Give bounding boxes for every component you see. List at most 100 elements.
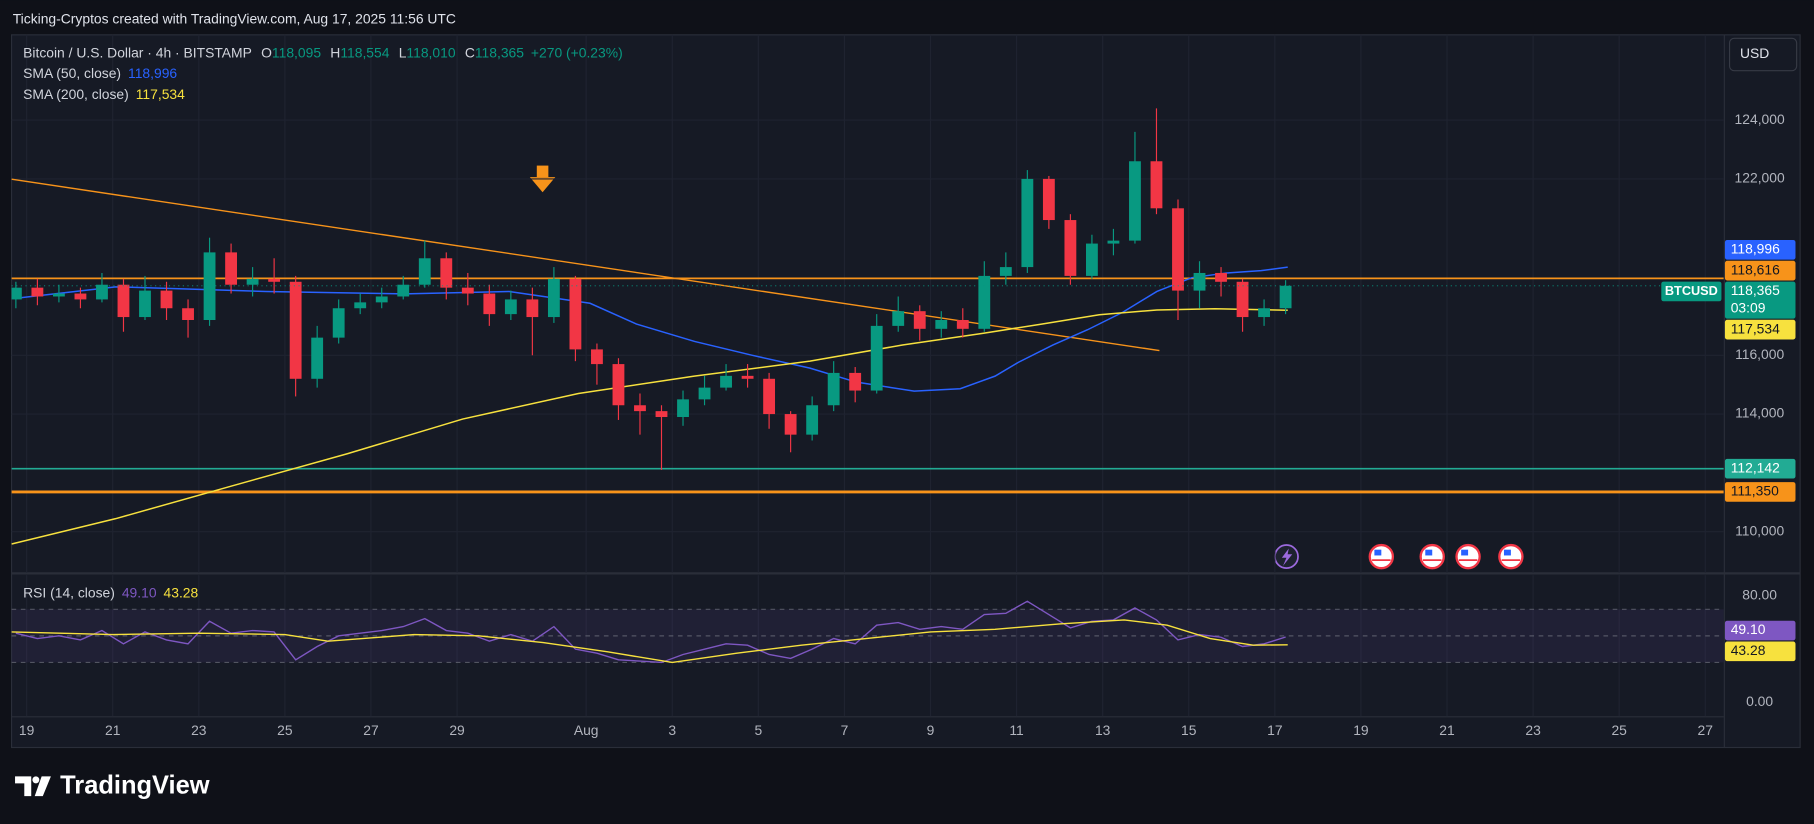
x-tick-label: 25 <box>1611 722 1627 738</box>
price-tag-label: 117,534 <box>1731 320 1780 336</box>
price-tag-label: 112,142 <box>1731 459 1780 475</box>
candle-body <box>289 281 302 379</box>
candle-body <box>547 278 560 318</box>
footer-logo-icon <box>15 776 51 797</box>
x-tick-label: 23 <box>1525 722 1541 738</box>
x-tick-label: 11 <box>1009 722 1024 738</box>
price-tag <box>1724 239 1796 260</box>
candle-body <box>440 258 453 288</box>
candle-body <box>1107 240 1120 244</box>
symbol-title: Bitcoin / U.S. Dollar · 4h · BITSTAMP <box>23 44 252 60</box>
x-tick-label: 23 <box>191 722 207 738</box>
candle-body <box>1064 220 1077 276</box>
attribution: Ticking-Cryptos created with TradingView… <box>13 10 456 26</box>
candle-body <box>1042 178 1055 221</box>
candle-body <box>591 349 603 365</box>
indicator-value: 118,996 <box>128 65 177 81</box>
x-tick-label: 25 <box>277 722 293 738</box>
candle-body <box>1193 272 1206 291</box>
candle-body <box>612 364 625 406</box>
candle-body <box>354 302 367 309</box>
indicator-value: 117,534 <box>136 86 185 102</box>
candle-body <box>827 372 840 406</box>
candle-body <box>139 290 151 318</box>
ohlc-key: O <box>261 44 272 60</box>
ohlc-key: L <box>399 44 407 60</box>
footer-logo: TradingView <box>60 772 210 800</box>
indicator-name: RSI (14, close) <box>23 584 115 600</box>
x-tick-label: 19 <box>19 722 35 738</box>
price-plot <box>11 108 1724 545</box>
x-tick-label: 27 <box>363 722 379 738</box>
y-tick-label: 114,000 <box>1735 405 1784 421</box>
candle-body <box>397 284 410 297</box>
x-tick-label: 5 <box>754 722 762 738</box>
x-tick-label: 3 <box>668 722 676 738</box>
currency-label[interactable]: USD <box>1740 45 1769 61</box>
candle-body <box>1258 308 1270 318</box>
price-tag-label: 49.10 <box>1731 621 1766 637</box>
candle-body <box>418 258 431 285</box>
candle-body <box>268 278 281 282</box>
candle-body <box>741 375 754 379</box>
price-tag <box>1724 281 1796 319</box>
x-tick-label: 17 <box>1267 722 1283 738</box>
x-tick-label: 21 <box>105 722 121 738</box>
rsi-plot <box>11 600 1724 664</box>
candle-body <box>461 287 474 294</box>
price-tag <box>1724 620 1796 641</box>
y-tick-label: 110,000 <box>1735 522 1784 538</box>
y-tick-label: 124,000 <box>1735 111 1785 127</box>
candle-body <box>504 299 517 315</box>
y-tick-label: 80.00 <box>1742 587 1777 603</box>
candle-body <box>1085 243 1098 276</box>
x-tick-label: 13 <box>1095 722 1111 738</box>
candle-body <box>849 372 862 391</box>
ohlc-key: C <box>465 44 475 60</box>
candle-body <box>1150 161 1163 209</box>
price-tag-label: 43.28 <box>1731 642 1766 658</box>
candle-body <box>483 293 496 315</box>
x-tick-label: 15 <box>1181 722 1197 738</box>
x-tick-label: 21 <box>1439 722 1455 738</box>
candle-body <box>634 405 646 412</box>
ohlc-value: 118,365 <box>475 44 524 60</box>
candle-body <box>1215 272 1227 282</box>
indicator-name: SMA (200, close) <box>23 86 129 102</box>
currency-button[interactable] <box>1728 37 1798 72</box>
price-tag <box>1724 641 1796 662</box>
ohlc-value: 118,010 <box>406 44 455 60</box>
x-tick-label: 29 <box>449 722 465 738</box>
candle-body <box>569 278 582 350</box>
candle-body <box>74 293 87 300</box>
candle-body <box>913 311 926 329</box>
x-tick-label: 7 <box>841 722 849 738</box>
price-tag-label: 111,350 <box>1731 483 1779 499</box>
x-tick-label: 27 <box>1698 722 1714 738</box>
price-tag-label: 118,365 <box>1731 282 1780 298</box>
event-icons <box>1274 543 1524 570</box>
candle-body <box>182 308 194 320</box>
rsi-line <box>15 600 1286 664</box>
candle-body <box>52 293 65 297</box>
candle-body <box>160 290 173 309</box>
sma-line <box>13 266 1288 392</box>
candle-body <box>655 411 668 418</box>
y-tick-label: 116,000 <box>1735 346 1784 362</box>
candle-body <box>935 319 948 329</box>
symbol-tag-label: BTCUSD <box>1665 283 1718 298</box>
y-tick-label: 0.00 <box>1746 693 1773 709</box>
price-tag <box>1724 482 1796 502</box>
candle-body <box>763 378 776 415</box>
candle-body <box>698 387 711 400</box>
candle-body <box>677 399 689 418</box>
x-tick-label: Aug <box>574 722 599 738</box>
price-tag <box>1724 319 1796 340</box>
y-tick-label: 122,000 <box>1735 170 1785 186</box>
candle-body <box>978 275 991 329</box>
candle-body <box>332 308 345 338</box>
candle-body <box>956 319 969 329</box>
candle-body <box>720 375 732 388</box>
indicator-legend: SMA (50, close) 118,996 <box>23 65 177 81</box>
